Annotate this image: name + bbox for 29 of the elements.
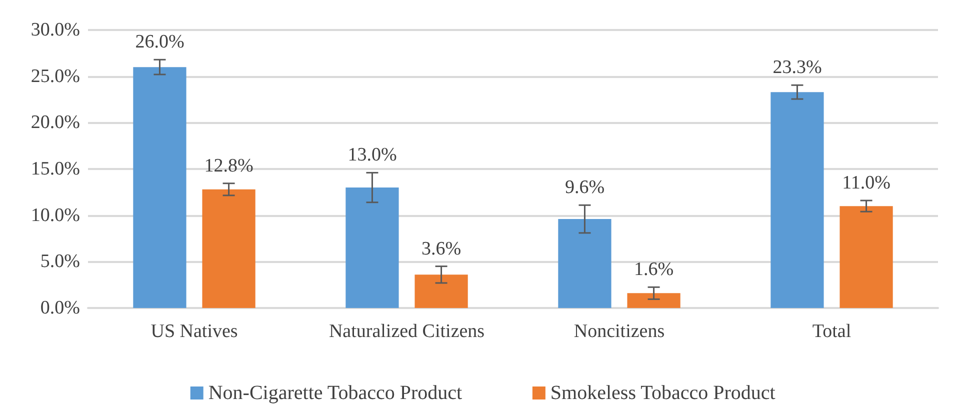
y-tick-label: 15.0% (30, 158, 80, 180)
x-tick-label: US Natives (150, 321, 238, 342)
y-tick-label: 0.0% (40, 298, 80, 318)
data-label: 26.0% (135, 32, 184, 53)
data-label: 23.3% (772, 57, 822, 78)
data-label: 9.6% (564, 177, 605, 198)
legend-label: Smokeless Tobacco Product (550, 382, 776, 404)
data-label: 3.6% (421, 238, 462, 260)
y-tick-label: 30.0% (30, 20, 80, 40)
data-label: 12.8% (204, 155, 254, 176)
x-tick-label: Naturalized Citizens (328, 321, 485, 342)
bar (558, 219, 612, 308)
bar (202, 189, 256, 308)
data-label: 11.0% (842, 172, 891, 194)
x-tick-label: Total (812, 321, 852, 342)
x-tick-label: Noncitizens (574, 321, 665, 342)
bar (346, 188, 399, 308)
legend-label: Non-Cigarette Tobacco Product (208, 382, 463, 404)
data-label: 1.6% (634, 259, 674, 280)
bar (627, 293, 680, 308)
y-tick-label: 5.0% (40, 251, 80, 272)
bar (770, 92, 824, 308)
bar (414, 274, 468, 308)
bar (133, 67, 186, 308)
y-tick-label: 20.0% (30, 112, 80, 134)
y-tick-label: 25.0% (30, 66, 80, 87)
y-tick-label: 10.0% (30, 204, 80, 226)
bar (840, 206, 893, 308)
data-label: 13.0% (348, 144, 397, 166)
